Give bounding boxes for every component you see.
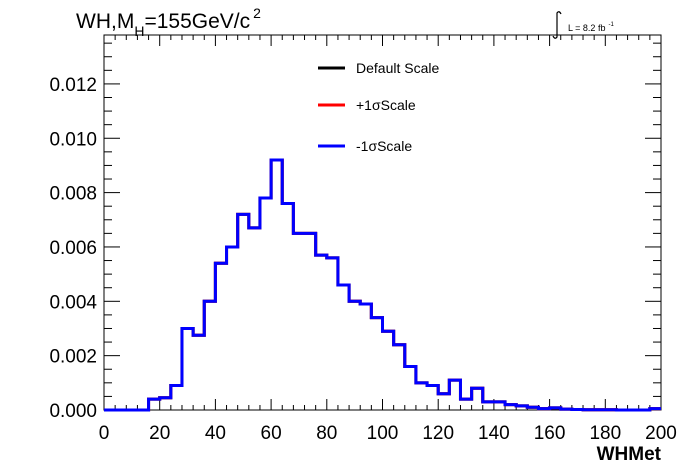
x-tick-label: 200: [645, 423, 677, 444]
x-tick-label: 0: [99, 423, 110, 444]
luminosity-label: L = 8.2 fb -1: [552, 11, 614, 39]
title-rest: =155GeV/c: [144, 10, 250, 33]
x-tick-label: 20: [149, 423, 170, 444]
legend-entry-label: +1σScale: [356, 97, 416, 113]
title-superscript: 2: [253, 5, 261, 21]
axis-ticks: [103, 35, 662, 411]
plot-frame: [103, 34, 662, 411]
series-line: [104, 158, 661, 412]
x-tick-label: 120: [422, 423, 454, 444]
legend-entry-label: -1σScale: [356, 138, 412, 154]
lumi-text: L = 8.2 fb: [568, 23, 605, 33]
y-tick-label: 0.006: [49, 238, 97, 259]
x-tick-label: 80: [316, 423, 337, 444]
legend-entry-label: Default Scale: [356, 60, 439, 76]
x-tick-label: 60: [261, 423, 282, 444]
x-tick-label: 180: [589, 423, 621, 444]
legend: Default Scale +1σScale -1σScale: [318, 60, 439, 154]
integral-sign-icon: [552, 11, 562, 39]
x-tick-label: 100: [367, 423, 399, 444]
title-main: WH,M: [76, 10, 134, 33]
series-line: [104, 158, 661, 412]
chart-title: WH,MH=155GeV/c 2: [76, 5, 261, 39]
x-tick-label: 40: [205, 423, 226, 444]
x-axis-label: WHMet: [597, 444, 662, 465]
title-subscript: H: [134, 23, 144, 39]
series-line: [104, 158, 661, 412]
y-tick-label: 0.012: [49, 75, 97, 96]
y-tick-labels: 0.000 0.002 0.004 0.006 0.008 0.010 0.012: [49, 75, 97, 422]
y-tick-label: 0.002: [49, 347, 97, 368]
x-tick-label: 160: [534, 423, 566, 444]
y-tick-label: 0.004: [49, 292, 97, 313]
series-lines: [104, 158, 661, 412]
lumi-superscript: -1: [608, 22, 614, 28]
x-tick-labels: 0 20 40 60 80 100 120 140 160 180 200: [99, 423, 677, 444]
y-tick-label: 0.010: [49, 129, 97, 150]
y-tick-label: 0.000: [49, 401, 97, 422]
y-tick-label: 0.008: [49, 184, 97, 205]
svg-text:L = 8.2 fb-1: L = 8.2 fb -1: [568, 22, 614, 33]
x-tick-label: 140: [478, 423, 510, 444]
